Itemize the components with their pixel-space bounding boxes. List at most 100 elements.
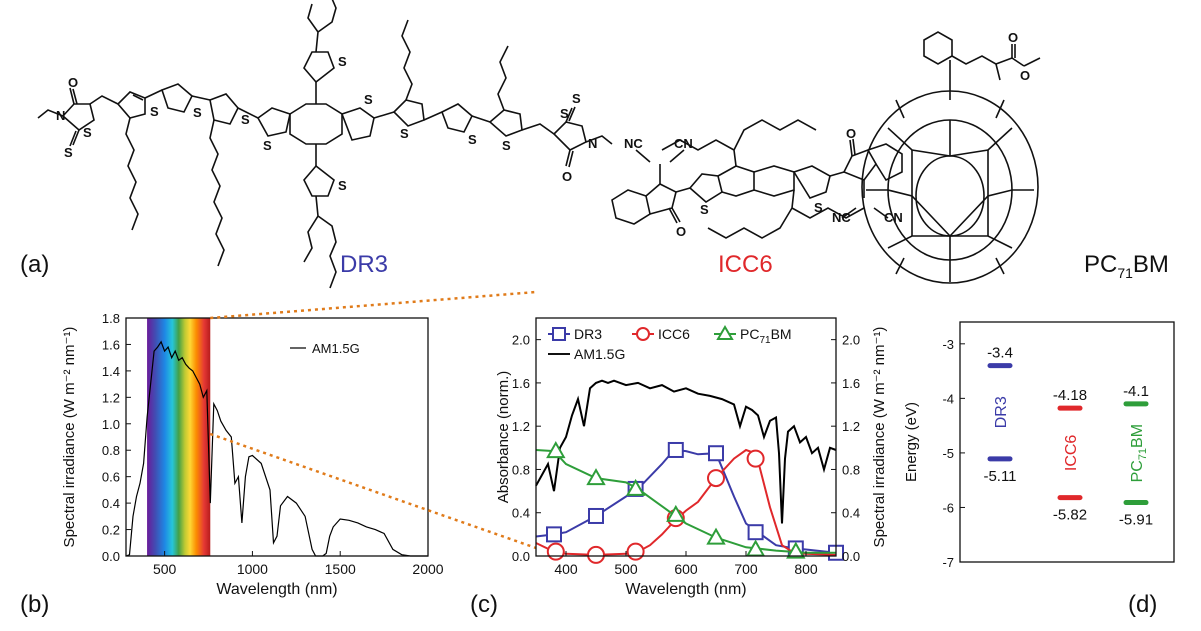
icc6-name: ICC6: [718, 251, 773, 278]
series-am15g-line: [535, 379, 837, 524]
y-tick-label-right: 1.6: [842, 376, 860, 391]
y-tick-label: 0.0: [102, 549, 120, 564]
panel-a-structures: [37, 0, 1041, 289]
y-tick-label-right: 2.0: [842, 333, 860, 348]
y-tick-label: -5: [942, 446, 954, 461]
dr3-atom-o2: O: [562, 169, 572, 184]
y-tick-label: 1.0: [102, 417, 120, 432]
marker-dr3: [708, 445, 724, 462]
marker-icc6: [746, 449, 765, 468]
material-label-tail: BM: [1129, 424, 1146, 448]
y-tick-label: 0.2: [102, 523, 120, 538]
y-tick-label: -6: [942, 500, 954, 515]
marker-icc6: [587, 545, 605, 564]
marker-dr3: [747, 524, 764, 541]
panel-label-b: (b): [20, 591, 49, 618]
x-tick-label: 800: [794, 561, 818, 577]
material-label-icc6: ICC6: [1063, 435, 1080, 472]
y-tick-label-left: 0.0: [512, 549, 530, 564]
marker-pc71bm: [666, 504, 686, 522]
icc6-atom-s1: S: [700, 202, 709, 217]
marker-pc71bm: [586, 468, 606, 486]
y-tick-label: 1.4: [102, 364, 120, 379]
x-axis-label: Wavelength (nm): [625, 581, 746, 598]
x-tick-label: 2000: [412, 561, 443, 577]
legend-label-sub: 71: [759, 335, 771, 346]
legend-label-tail: BM: [771, 326, 792, 342]
dr3-atom-n2: N: [588, 136, 597, 151]
y-tick-label-right: 0.8: [842, 462, 860, 477]
pc71bm-name: PC71BM: [1084, 251, 1169, 281]
zoom-connector-bottom: [209, 432, 537, 550]
legend-label-am15g: AM1.5G: [574, 346, 625, 362]
y-tick-label-left: 1.6: [512, 376, 530, 391]
y-tick-label-left: 2.0: [512, 333, 530, 348]
icc6-atom-o2: O: [846, 126, 856, 141]
dr3-atom-s-b2: S: [364, 92, 373, 107]
dr3-atom-s-t3: S: [241, 112, 250, 127]
dr3-atom-s-t4: S: [400, 126, 409, 141]
marker-pc71bm: [625, 478, 646, 496]
panel-label-a: (a): [20, 251, 49, 278]
legend-label-am15g: AM1.5G: [312, 341, 360, 356]
panel-label-d: (d): [1128, 591, 1157, 618]
legend-label-icc6: ICC6: [658, 326, 690, 342]
plot-frame: [125, 317, 429, 557]
dr3-name: DR3: [340, 251, 388, 278]
y-tick-label-left: 1.2: [512, 419, 530, 434]
dr3-atom-s-t6: S: [502, 138, 511, 153]
legend-label-pc71bm: PC71BM: [740, 326, 792, 346]
dr3-atom-n1: N: [56, 108, 65, 123]
lumo-label-pc71bm: -4.1: [1123, 383, 1149, 400]
y-tick-label: 0.4: [102, 496, 120, 511]
legend-label-main: PC: [740, 326, 759, 342]
y-tick-label: 0.8: [102, 443, 120, 458]
marker-icc6: [626, 542, 645, 561]
y-tick-label-right: 0.0: [842, 549, 860, 564]
y-tick-label-left: 0.4: [512, 506, 530, 521]
marker-pc71bm: [706, 527, 726, 545]
marker-icc6: [546, 542, 565, 561]
marker-icc6: [707, 469, 725, 488]
legend-label-dr3: DR3: [574, 326, 602, 342]
dr3-atom-s-t1: S: [150, 104, 159, 119]
homo-label-icc6: -5.82: [1053, 507, 1087, 524]
legend-marker-icc6: [636, 327, 650, 341]
icc6-atom-nc2: NC: [832, 210, 851, 225]
marker-dr3: [588, 507, 604, 524]
x-tick-label: 1500: [325, 561, 356, 577]
series-pc71bm-line: [535, 449, 836, 554]
atom-labels: O N S S S S S S S S S S S S S S N O NC C…: [56, 30, 1030, 239]
plot-frame: [959, 321, 1175, 563]
dr3-atom-s-t5: S: [468, 132, 477, 147]
dr3-atom-s-ring: S: [83, 125, 92, 140]
zoom-connector-top: [210, 290, 537, 320]
y-axis-label-left: Absorbance (norm.): [495, 371, 512, 504]
series-icc6-line: [535, 448, 837, 556]
icc6-atom-nc1: NC: [624, 136, 643, 151]
pc71bm-atom-o-keto: O: [1008, 30, 1018, 45]
marker-pc71bm: [546, 441, 566, 459]
y-tick-label: -4: [942, 391, 954, 406]
x-tick-label: 400: [554, 561, 578, 577]
homo-label-pc71bm: -5.91: [1119, 512, 1153, 529]
icc6-atom-cn1: CN: [674, 136, 693, 151]
icc6-atom-o1: O: [676, 224, 686, 239]
y-tick-label: 1.8: [102, 311, 120, 326]
y-tick-label: -7: [942, 555, 954, 570]
legend-marker-pc71bm: [716, 325, 734, 340]
visible-band: [147, 318, 211, 556]
material-label-dr3: DR3: [993, 396, 1010, 428]
dr3-atom-s-exo: S: [64, 145, 73, 160]
x-tick-label: 600: [674, 561, 698, 577]
y-axis-label: Spectral irradiance (W m⁻² nm⁻¹): [61, 327, 78, 548]
dr3-atom-s-top: S: [338, 54, 347, 69]
series-am15g-line: [125, 340, 428, 557]
pc71bm-atom-o-ether: O: [1020, 68, 1030, 83]
y-tick-label: 1.6: [102, 337, 120, 352]
y-tick-label: 0.6: [102, 470, 120, 485]
dr3-atom-s-bot: S: [338, 178, 347, 193]
series-dr3-line: [535, 448, 837, 554]
material-label-pc71bm: PC71BM: [1129, 424, 1149, 482]
